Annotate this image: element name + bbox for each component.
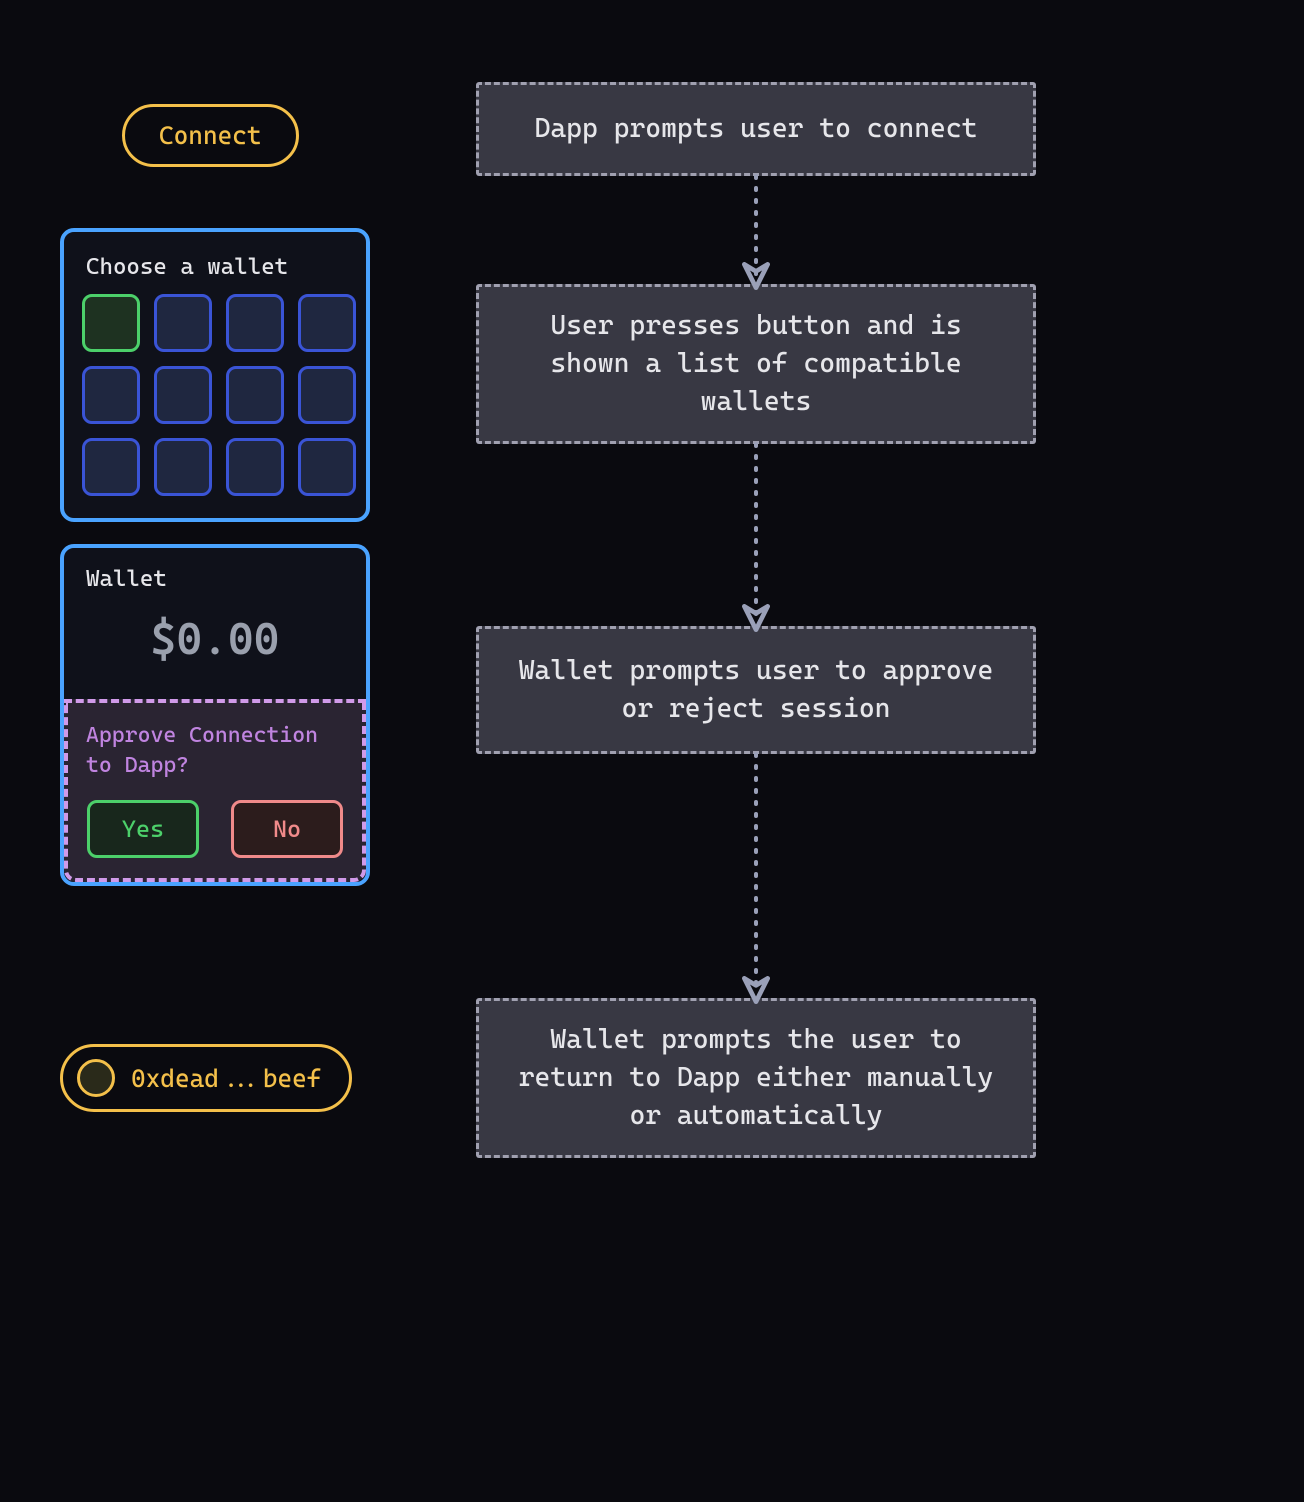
wallet-tile[interactable] [154, 438, 212, 496]
flow-step-3: Wallet prompts user to approve or reject… [476, 626, 1036, 754]
flow-step-2-text: User presses button and is shown a list … [507, 307, 1005, 420]
flow-diagram: Dapp prompts user to connect User presse… [0, 0, 1304, 1502]
flow-step-1-text: Dapp prompts user to connect [535, 110, 978, 148]
approve-connection-panel: Approve Connection to Dapp? Yes No [64, 699, 366, 882]
approve-question: Approve Connection to Dapp? [86, 721, 344, 780]
wallet-tile[interactable] [82, 366, 140, 424]
approve-no-button[interactable]: No [231, 800, 343, 858]
wallet-tile[interactable] [154, 294, 212, 352]
wallet-tile[interactable] [298, 438, 356, 496]
avatar-dot-icon [77, 1059, 115, 1097]
flow-step-1: Dapp prompts user to connect [476, 82, 1036, 176]
connected-address-pill[interactable]: 0xdead...beef [60, 1044, 352, 1112]
wallet-tile[interactable] [226, 438, 284, 496]
flow-step-3-text: Wallet prompts user to approve or reject… [507, 652, 1005, 728]
connect-button[interactable]: Connect [122, 104, 299, 167]
approve-yes-button[interactable]: Yes [87, 800, 199, 858]
wallet-tile[interactable] [298, 294, 356, 352]
connect-button-label: Connect [159, 121, 262, 150]
wallet-tile[interactable] [298, 366, 356, 424]
approve-no-label: No [273, 815, 301, 843]
wallet-label: Wallet [86, 566, 344, 592]
wallet-tile[interactable] [82, 438, 140, 496]
wallet-panel-top: Wallet $0.00 [64, 548, 366, 699]
choose-wallet-panel: Choose a wallet [60, 228, 370, 522]
wallet-tile[interactable] [226, 294, 284, 352]
flow-step-4: Wallet prompts the user to return to Dap… [476, 998, 1036, 1158]
wallet-tile[interactable] [82, 294, 140, 352]
wallet-tile[interactable] [226, 366, 284, 424]
approve-button-row: Yes No [86, 800, 344, 858]
wallet-balance: $0.00 [86, 614, 344, 665]
wallet-tile-grid [82, 294, 348, 496]
choose-wallet-title: Choose a wallet [86, 254, 344, 280]
flow-step-2: User presses button and is shown a list … [476, 284, 1036, 444]
flow-step-4-text: Wallet prompts the user to return to Dap… [507, 1021, 1005, 1134]
approve-yes-label: Yes [122, 815, 164, 843]
wallet-panel: Wallet $0.00 Approve Connection to Dapp?… [60, 544, 370, 886]
connected-address-text: 0xdead...beef [131, 1064, 321, 1093]
wallet-tile[interactable] [154, 366, 212, 424]
